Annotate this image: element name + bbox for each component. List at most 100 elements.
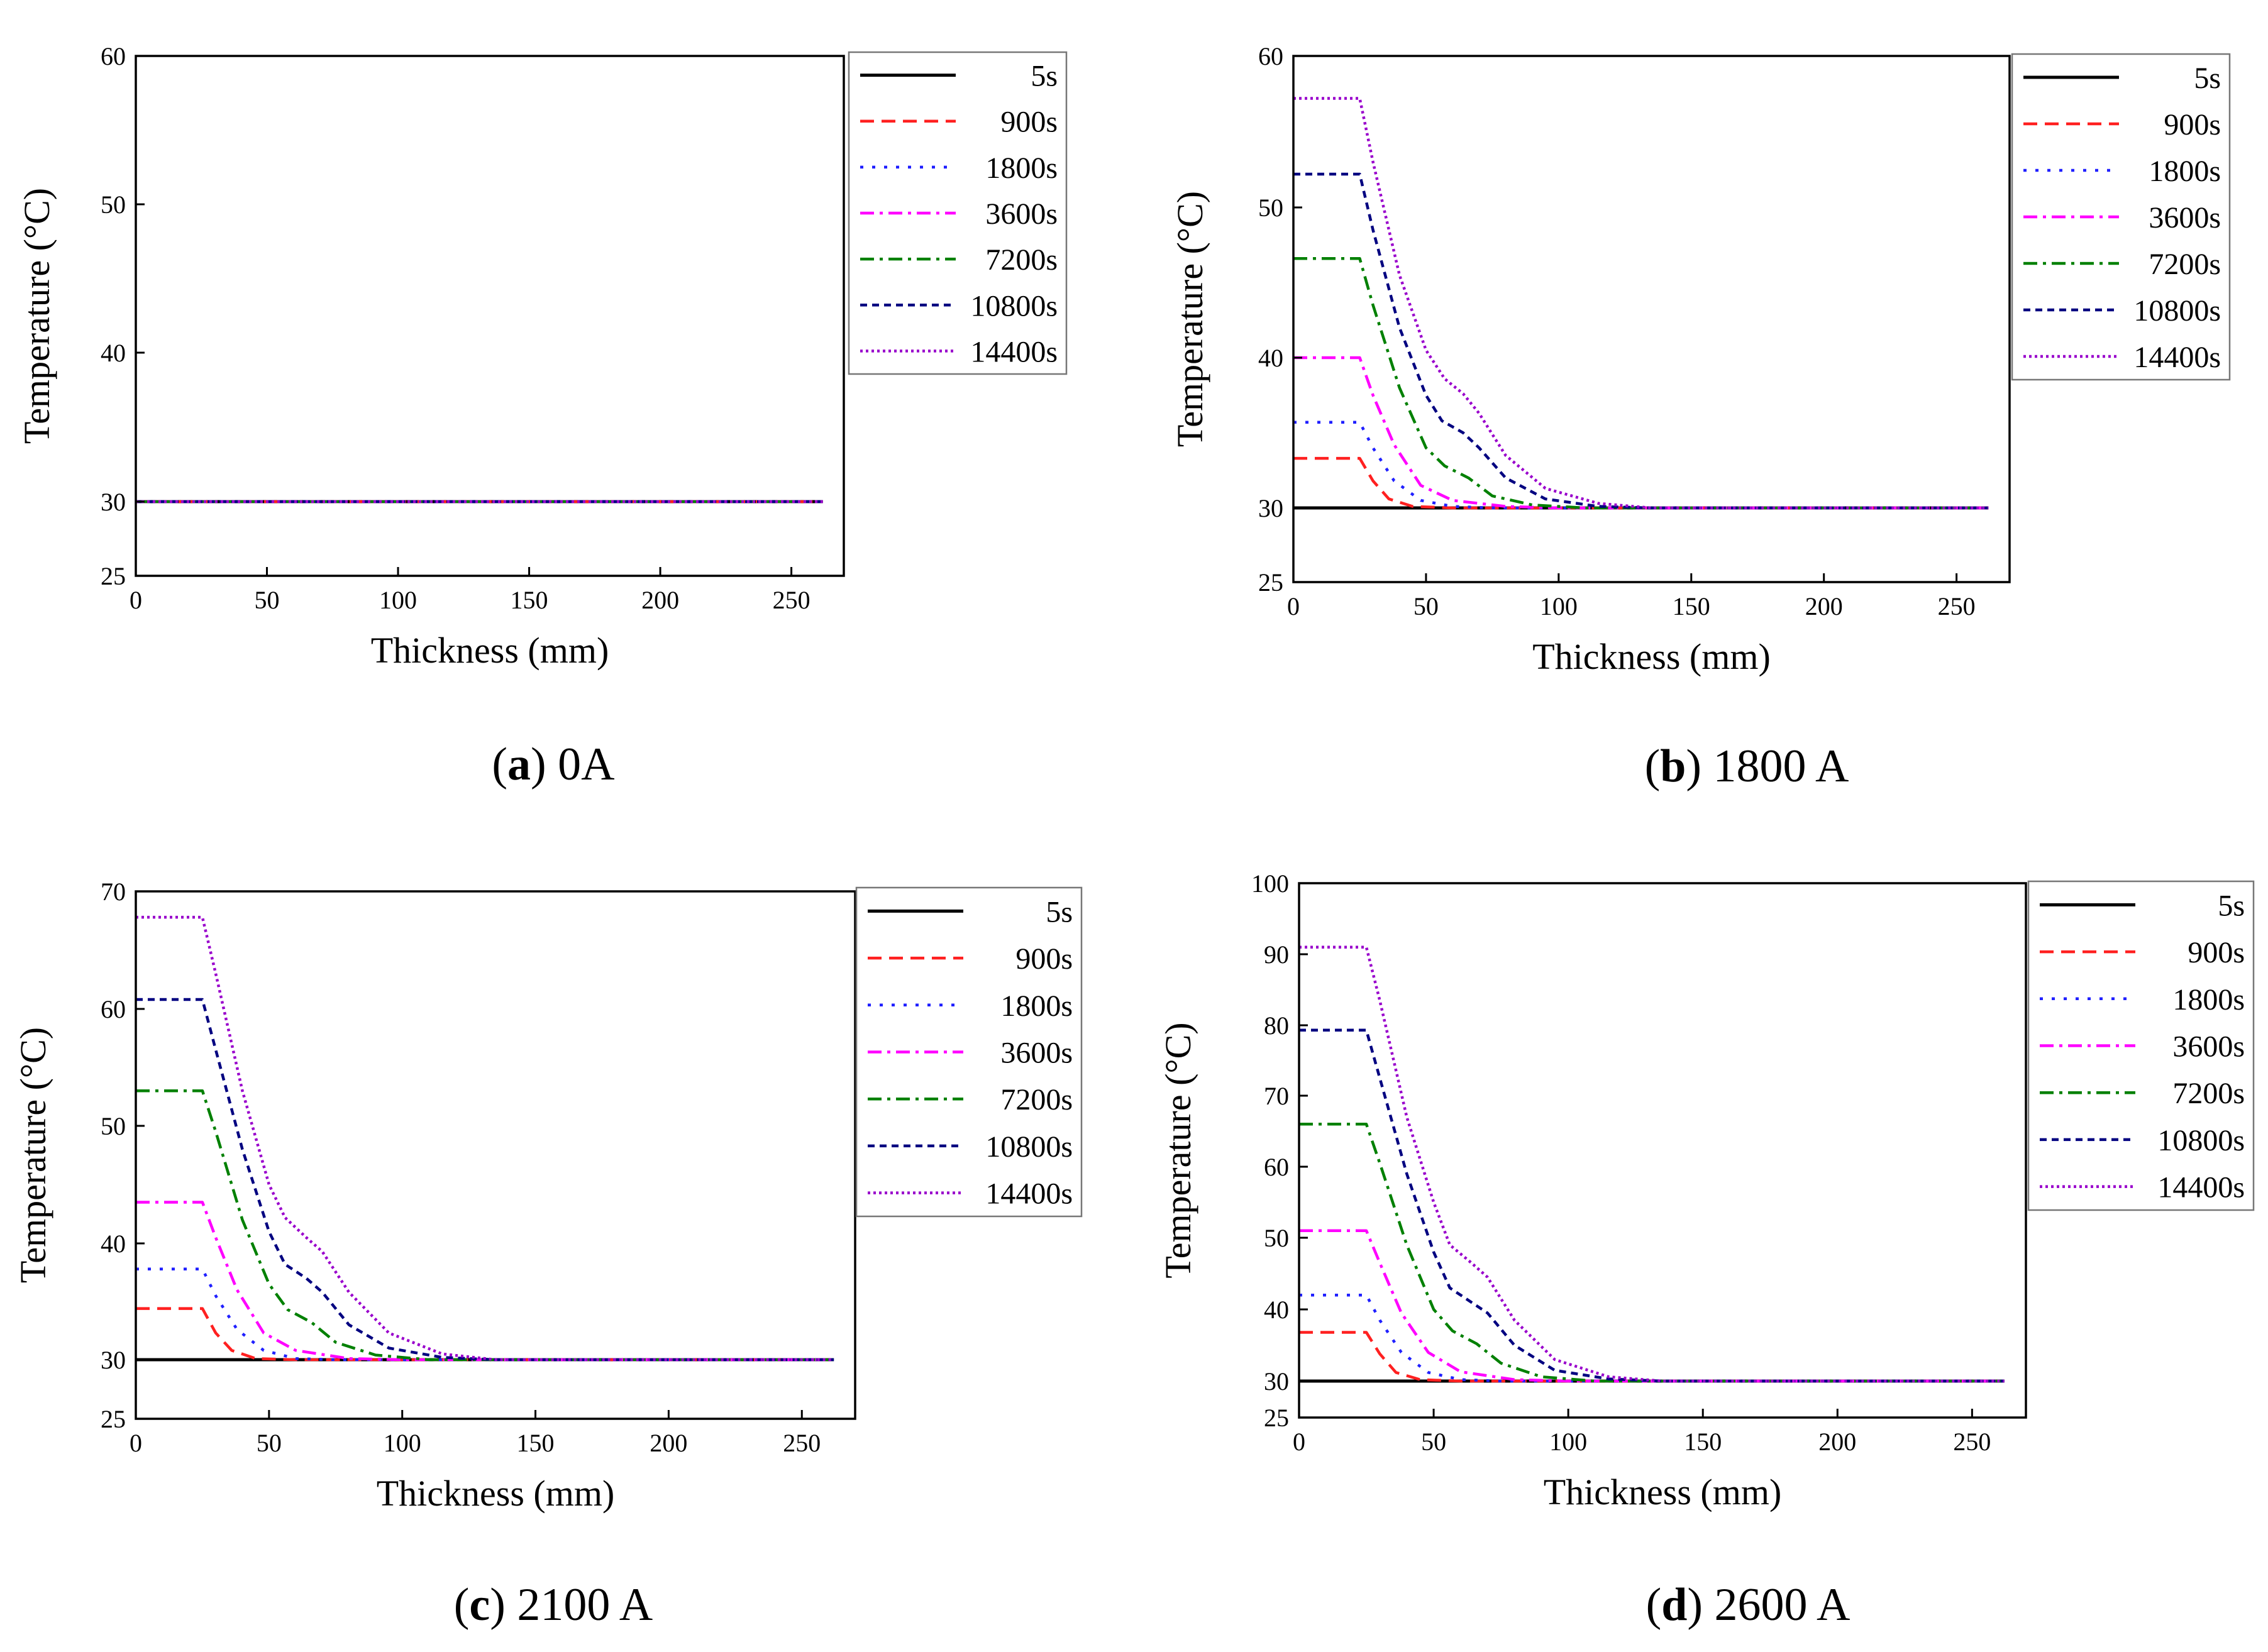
legend-label-3600s: 3600s (2149, 201, 2221, 234)
panel-d: 0 50 100 150 200 250 25 30 40 50 60 70 80 90 100 Thickn… (1158, 869, 2255, 1631)
y-tick-label: 25 (101, 1405, 126, 1433)
legend: 5s 900s 1800s 3600s 7200s 10800s 14400s (2011, 53, 2231, 381)
x-tick-label: 150 (511, 586, 548, 614)
y-axis-label: Temperature (°C) (13, 1027, 53, 1283)
series-line-900s (136, 1307, 834, 1362)
y-tick-label: 30 (101, 488, 126, 516)
series-group (136, 915, 834, 1362)
caption-letter: c (469, 1579, 490, 1631)
caption-letter: d (1661, 1579, 1687, 1631)
legend-label-5s: 5s (1031, 60, 1058, 93)
y-tick-label: 25 (1264, 1404, 1289, 1432)
x-tick-label: 0 (130, 1429, 142, 1457)
legend-label-900s: 900s (1000, 106, 1058, 139)
legend-label-5s: 5s (2218, 889, 2245, 922)
panel-caption: (a) 0A (492, 739, 614, 790)
series-line-14400s (1299, 945, 2005, 1383)
x-tick-label: 100 (384, 1429, 421, 1457)
legend-label-14400s: 14400s (970, 335, 1058, 368)
y-tick-label: 40 (101, 339, 126, 367)
series-line-7200s (1299, 1122, 2005, 1383)
x-tick-label: 0 (130, 586, 142, 614)
x-tick-label: 250 (783, 1429, 821, 1457)
x-tick-label: 50 (1421, 1428, 1446, 1456)
y-tick-label: 80 (1264, 1011, 1289, 1040)
legend: 5s 900s 1800s 3600s 7200s 10800s 14400s (2027, 880, 2255, 1211)
x-tick-label: 50 (1413, 592, 1439, 620)
y-tick-label: 30 (1258, 494, 1283, 522)
y-tick-label: 25 (101, 562, 126, 590)
series-line-10800s (1293, 172, 1989, 510)
y-tick-label: 100 (1251, 869, 1289, 898)
caption-text: ) 0A (531, 739, 615, 790)
series-group (1293, 97, 1989, 510)
y-tick-label: 60 (101, 42, 126, 70)
series-line-900s (1293, 456, 1989, 510)
caption-open-paren: ( (492, 739, 507, 790)
series-line-14400s (136, 915, 834, 1362)
series-group (1299, 945, 2005, 1383)
legend-box (2011, 53, 2231, 381)
x-tick-label: 150 (1673, 592, 1710, 620)
legend-label-7200s: 7200s (2149, 248, 2221, 281)
x-axis-label: Thickness (mm) (377, 1473, 615, 1514)
x-tick-label: 100 (379, 586, 417, 614)
series-line-7200s (1293, 257, 1989, 510)
plot-frame (1292, 55, 2011, 583)
series-line-10800s (136, 998, 834, 1362)
panel-b: 0 50 100 150 200 250 25 30 40 50 60 Thickness (mm) T… (1170, 42, 2231, 792)
y-tick-label: 60 (1264, 1153, 1289, 1181)
legend-label-7200s: 7200s (985, 243, 1058, 277)
legend-label-14400s: 14400s (985, 1177, 1073, 1211)
y-tick-label: 50 (1258, 194, 1283, 222)
y-tick-label: 50 (101, 1112, 126, 1140)
legend-label-7200s: 7200s (1000, 1083, 1073, 1116)
legend-label-5s: 5s (1046, 895, 1073, 928)
legend-label-900s: 900s (1015, 942, 1073, 976)
x-tick-label: 100 (1540, 592, 1578, 620)
legend-label-10800s: 10800s (2157, 1124, 2245, 1157)
x-tick-label: 150 (1684, 1428, 1722, 1456)
x-tick-label: 0 (1293, 1428, 1305, 1456)
series-line-3600s (136, 1201, 834, 1362)
plot-frame (135, 890, 856, 1420)
y-tick-label: 60 (1258, 42, 1283, 70)
legend-label-7200s: 7200s (2172, 1077, 2245, 1110)
x-tick-label: 200 (641, 586, 679, 614)
legend-box (855, 886, 1083, 1218)
panel-a: 0 50 100 150 200 250 25 30 40 50 60 Thickness (mm) T… (16, 42, 1068, 790)
y-tick-label: 40 (101, 1230, 126, 1258)
legend-box (848, 51, 1068, 375)
caption-open-paren: ( (1645, 741, 1661, 792)
legend-label-10800s: 10800s (985, 1130, 1073, 1164)
legend: 5s 900s 1800s 3600s 7200s 10800s 14400s (855, 886, 1083, 1218)
x-tick-label: 150 (517, 1429, 555, 1457)
plot-frame (1298, 882, 2027, 1419)
y-tick-label: 40 (1258, 344, 1283, 372)
legend: 5s 900s 1800s 3600s 7200s 10800s 14400s (848, 51, 1068, 375)
panel-c: 0 50 100 150 200 250 25 30 40 50 60 70 Thickness (mm… (13, 878, 1083, 1631)
legend-label-10800s: 10800s (2133, 294, 2221, 328)
series-line-1800s (1299, 1293, 2005, 1383)
y-tick-label: 60 (101, 995, 126, 1023)
legend-label-10800s: 10800s (970, 289, 1058, 322)
x-tick-label: 100 (1549, 1428, 1587, 1456)
y-tick-label: 70 (1264, 1082, 1289, 1110)
panel-caption: (c) 2100 A (454, 1579, 653, 1631)
caption-text: ) 1800 A (1686, 741, 1849, 792)
x-tick-label: 50 (255, 586, 280, 614)
series-line-7200s (136, 1089, 834, 1362)
x-tick-label: 200 (1805, 592, 1843, 620)
y-tick-label: 25 (1258, 568, 1283, 597)
legend-label-1800s: 1800s (2172, 983, 2245, 1016)
x-tick-label: 250 (1938, 592, 1976, 620)
x-tick-label: 50 (257, 1429, 282, 1457)
y-tick-label: 40 (1264, 1296, 1289, 1324)
y-axis-label: Temperature (°C) (16, 188, 57, 444)
caption-letter: a (507, 739, 531, 790)
series-line-10800s (1299, 1028, 2005, 1383)
legend-label-1800s: 1800s (1000, 989, 1073, 1023)
caption-text: ) 2600 A (1687, 1579, 1850, 1631)
y-tick-label: 50 (101, 190, 126, 219)
y-tick-label: 70 (101, 878, 126, 906)
